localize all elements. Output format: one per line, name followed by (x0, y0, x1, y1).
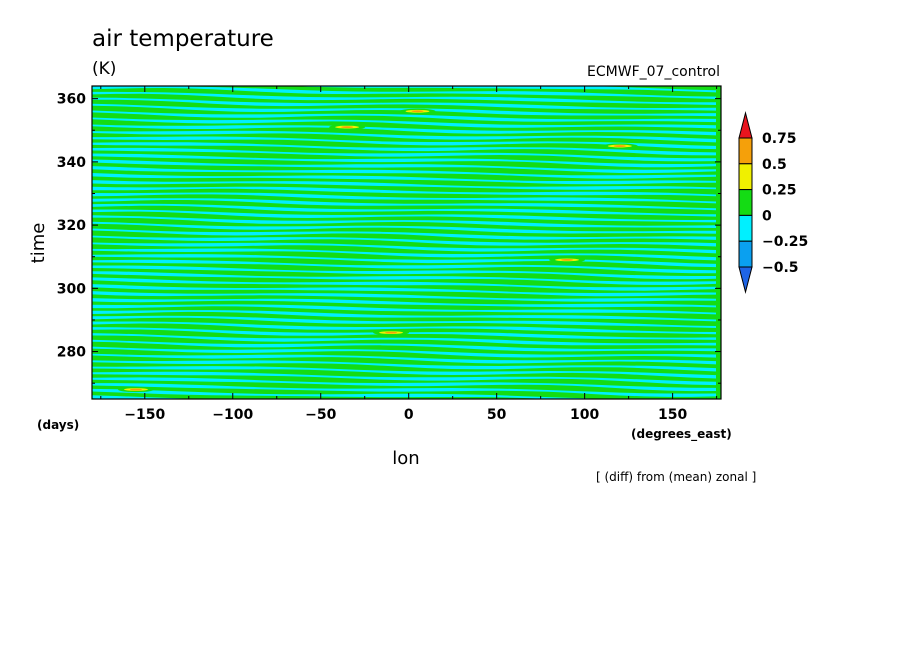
hotspot-inner (341, 126, 354, 129)
x-tick-label: 0 (404, 407, 414, 423)
heatmap-band (92, 136, 716, 150)
colorbar-label: 0.25 (762, 183, 797, 199)
heatmap-band (92, 395, 202, 399)
heatmap-band (92, 186, 716, 197)
x-tick-label: 100 (570, 407, 599, 423)
heatmap-band (92, 209, 716, 223)
heatmap-band (291, 86, 716, 93)
heatmap-band (92, 117, 716, 129)
units-label: (K) (92, 59, 116, 79)
y-axis-ticks: 280 300 320 340 360 (57, 92, 721, 384)
y-tick-label: 320 (57, 218, 86, 234)
x-tick-label: 150 (658, 407, 687, 423)
heatmap-band (92, 353, 716, 365)
heatmap-bands (92, 86, 716, 399)
x-axis-label: lon (392, 448, 419, 469)
heatmap-band (92, 203, 716, 217)
heatmap-band (92, 153, 716, 168)
heatmap-band (92, 166, 716, 179)
heatmap-band (92, 110, 716, 123)
hotspot-inner (385, 331, 398, 334)
y-tick-label: 340 (57, 155, 86, 171)
heatmap-band (92, 215, 716, 228)
colorbar-segment (738, 189, 753, 216)
colorbar-label: 0 (762, 208, 772, 224)
heatmap-band (92, 291, 716, 302)
operation-note: [ (diff) from (mean) zonal ] (596, 470, 756, 484)
heatmap-band (92, 159, 716, 174)
heatmap-band (92, 321, 716, 335)
x-tick-label: −150 (124, 407, 165, 423)
heatmap-band (92, 371, 716, 386)
heatmap-band (92, 383, 716, 397)
x-axis-ticks: −150 −100 −50 0 50 100 150 (100, 86, 718, 423)
heatmap-band (92, 130, 716, 143)
heatmap-band (92, 388, 716, 399)
y-tick-label: 360 (57, 92, 86, 108)
colorbar-label: 0.75 (762, 131, 797, 147)
heatmap-band (92, 242, 716, 254)
hotspot-inner (129, 388, 142, 391)
heatmap-band (92, 265, 716, 280)
heatmap-band (92, 339, 716, 352)
x-tick-label: −100 (212, 407, 253, 423)
colorbar-segment (738, 163, 753, 191)
heatmap-band (92, 86, 716, 99)
colorbar-top-triangle (738, 111, 753, 139)
x-tick-label: 50 (487, 407, 507, 423)
heatmap-band (92, 124, 716, 136)
hotspot-inner (613, 145, 626, 147)
heatmap-band (92, 284, 716, 297)
chart-title: air temperature (92, 26, 274, 52)
heatmap-band (92, 333, 716, 346)
colorbar-bottom-triangle (738, 266, 753, 294)
y-tick-label: 280 (57, 345, 86, 361)
colorbar-label: −0.25 (762, 234, 808, 250)
colorbar: 0.75 0.5 0.25 0 −0.25 −0.5 (738, 111, 808, 294)
heatmap-band (92, 304, 716, 315)
colorbar-label: −0.5 (762, 260, 799, 276)
heatmap-hotspots (117, 108, 638, 393)
heatmap-band (92, 147, 716, 162)
y-tick-label: 300 (57, 281, 86, 297)
heatmap-band (92, 91, 716, 105)
heatmap-band (92, 366, 716, 379)
heatmap-band (92, 235, 716, 247)
plot-area (91, 85, 722, 400)
heatmap-band (92, 192, 716, 204)
heatmap-band (92, 277, 716, 291)
heatmap-band (92, 221, 716, 234)
colorbar-segment (738, 137, 753, 165)
heatmap-band (92, 180, 716, 190)
heatmap-band (92, 346, 716, 358)
heatmap-band (92, 271, 716, 285)
heatmap-band (92, 377, 716, 392)
colorbar-label: 0.5 (762, 157, 787, 173)
x-tick-label: −50 (305, 407, 336, 423)
heatmap-band (92, 360, 716, 372)
heatmap-band (92, 315, 716, 328)
hotspot-inner (411, 110, 424, 113)
heatmap-band (92, 142, 716, 156)
heatmap-band (92, 254, 716, 268)
y-axis-label: time (28, 223, 49, 264)
heatmap-band (92, 298, 716, 308)
heatmap-band (92, 173, 716, 185)
heatmap-band (92, 228, 716, 240)
colorbar-segment (738, 240, 753, 268)
model-label: ECMWF_07_control (587, 64, 720, 80)
y-units-label: (days) (37, 418, 79, 432)
heatmap-band (92, 198, 716, 211)
hotspot-inner (561, 258, 574, 261)
colorbar-segment (738, 214, 753, 242)
plot-frame (91, 85, 722, 400)
heatmap-band (92, 248, 716, 261)
x-units-label: (degrees_east) (631, 427, 732, 442)
heatmap-band (92, 97, 716, 111)
heatmap-band (92, 259, 716, 274)
heatmap-band (92, 310, 716, 322)
